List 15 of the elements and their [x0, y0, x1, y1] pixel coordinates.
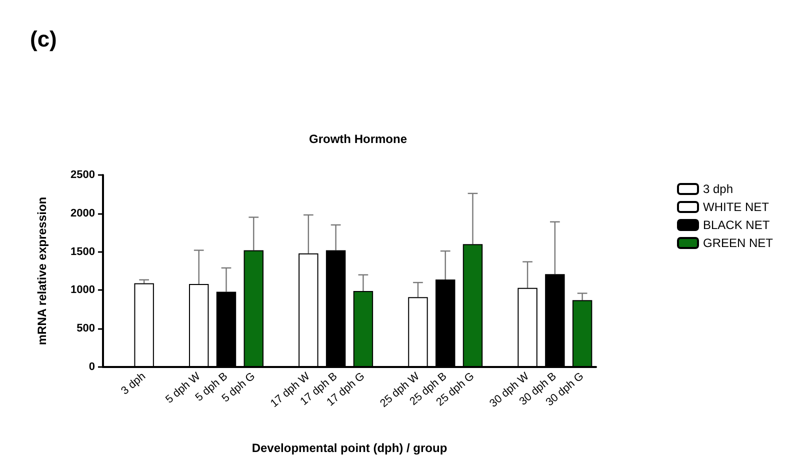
legend-label: 3 dph [702, 182, 734, 196]
y-tick-label: 500 [76, 322, 95, 335]
y-tick-label: 1000 [70, 284, 95, 296]
y-tick-label: 2000 [70, 207, 95, 220]
y-tick-label: 0 [88, 361, 95, 373]
x-tick-label: 3 dph [119, 370, 148, 398]
y-tick-label: 1500 [70, 246, 95, 258]
legend-label: GREEN NET [702, 236, 774, 250]
legend-label: WHITE NET [702, 200, 770, 214]
y-tick-label: 2500 [70, 169, 95, 181]
x-axis-title: Developmental point (dph) / group [252, 441, 448, 455]
text: (c) [30, 26, 57, 52]
chart-title: Growth Hormone [309, 132, 408, 146]
legend-label: BLACK NET [702, 218, 770, 232]
y-axis-title: mRNA relative expression [35, 196, 49, 346]
